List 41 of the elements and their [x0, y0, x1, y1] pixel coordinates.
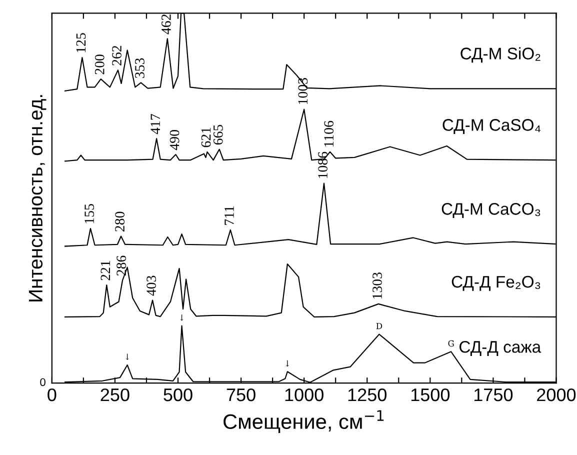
x-tick-label: 500	[164, 388, 192, 402]
annotation: 1003	[298, 78, 308, 104]
x-tick-label: 1250	[348, 388, 386, 402]
x-tick-label: 750	[226, 388, 256, 402]
annotation: 200	[94, 54, 104, 74]
x-tick-label: 2000	[537, 388, 576, 402]
annotation: ↓	[126, 354, 130, 360]
series-label: СД-Д сажа	[460, 341, 542, 356]
x-tick-label: 1750	[474, 388, 513, 402]
annotation: 1303	[372, 272, 382, 299]
annotation: 462	[162, 14, 171, 34]
text: 0	[40, 378, 46, 386]
y-axis-title: Интенсивность, отн.ед.	[28, 95, 46, 302]
series-label: СД-Д Fe₂O₃	[452, 276, 540, 291]
annotation: ↓	[286, 360, 290, 367]
annotation: 490	[170, 130, 180, 150]
annotation: 280	[115, 212, 124, 232]
annotation: 286	[116, 256, 126, 276]
annotation: D	[376, 323, 382, 330]
x-tick-label: 0	[48, 388, 56, 402]
annotation: 125	[76, 33, 86, 52]
annotation: 1106	[324, 120, 334, 147]
annotation: 1086	[318, 152, 328, 178]
x-tick-label: 250	[100, 388, 130, 402]
series-label: СД-М SiO₂	[460, 47, 540, 63]
annotation: ↓	[180, 314, 184, 321]
annotation: 417	[150, 114, 160, 134]
annotation: 621	[201, 128, 211, 148]
annotation: 221	[100, 260, 110, 280]
x-tick-label: 1500	[411, 388, 450, 402]
annotation: 711	[224, 206, 234, 225]
annotation: 665	[214, 124, 223, 145]
x-tick-label: 1000	[285, 388, 324, 402]
annotation: 155	[84, 204, 94, 224]
series-label: СД-М CaSO₄	[442, 119, 540, 134]
series-label: СД-М CaCO₃	[442, 203, 540, 218]
x-axis-title: Смещение, см$^{−1}$	[224, 410, 384, 433]
annotation: G	[448, 340, 454, 347]
annotation: 353	[135, 58, 144, 78]
annotation: 262	[112, 46, 122, 66]
annotation: 403	[146, 276, 156, 296]
